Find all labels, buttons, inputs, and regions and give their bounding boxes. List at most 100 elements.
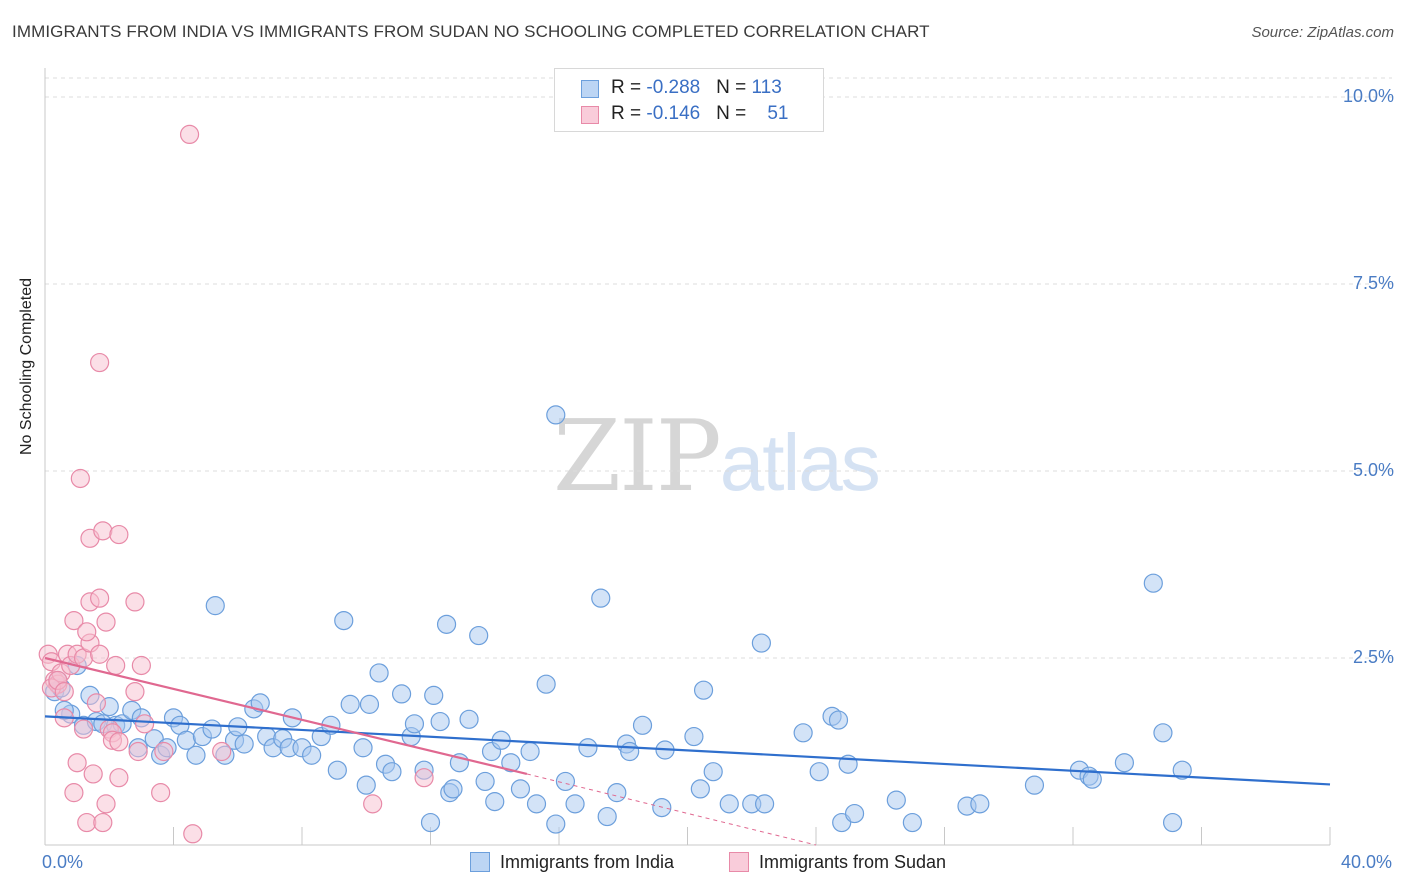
india-point-41	[340, 694, 360, 714]
india-point-45	[369, 663, 389, 683]
sudan-point-37	[125, 682, 145, 702]
india-point-110	[1172, 760, 1192, 780]
india-point-71	[546, 814, 566, 834]
india-point-74	[578, 738, 598, 758]
india-point-66	[510, 779, 531, 799]
sudan-point-35	[109, 768, 129, 788]
india-point-87	[719, 794, 739, 814]
india-point-61	[475, 771, 495, 792]
india-point-102	[1024, 775, 1045, 795]
sudan-point-33	[109, 732, 129, 752]
sudan-point-41	[151, 783, 171, 803]
sudan-point-25	[93, 812, 113, 833]
india-point-56	[436, 614, 457, 634]
india-point-43	[356, 775, 376, 795]
india-stats: R = -0.288 N = 113	[611, 77, 782, 99]
bottom-india-swatch	[470, 852, 490, 872]
india-point-69	[536, 674, 556, 694]
india-point-40	[334, 610, 354, 631]
india-point-73	[565, 794, 585, 814]
india-point-98	[886, 790, 906, 810]
sudan-trend-line	[44, 656, 528, 776]
sudan-point-40	[134, 714, 155, 734]
india-point-55	[420, 812, 441, 833]
bottom-legend-sudan: Immigrants from Sudan	[729, 852, 946, 873]
india-r-label: R =	[611, 77, 647, 98]
y-tick-label-0: 2.5%	[1352, 647, 1394, 667]
y-tick-label-1: 5.0%	[1352, 460, 1394, 480]
x-tick-label-1: 40.0%	[1340, 852, 1392, 872]
sudan-point-28	[96, 612, 116, 632]
india-point-105	[1082, 769, 1102, 789]
india-point-52	[424, 685, 444, 706]
india-point-65	[501, 753, 521, 773]
watermark-atlas: atlas	[719, 418, 881, 507]
sudan-point-13	[73, 719, 94, 739]
sudan-point-8	[64, 610, 84, 631]
india-point-53	[430, 711, 450, 732]
india-point-79	[620, 741, 640, 762]
y-tick-label-3: 10.0%	[1342, 86, 1394, 106]
india-r-value: -0.288	[646, 77, 701, 98]
sudan-point-20	[83, 764, 103, 784]
india-point-84	[690, 779, 710, 799]
watermark: ZIPatlas	[553, 400, 881, 514]
bottom-india-label: Immigrants from India	[500, 852, 675, 872]
sudan-point-42	[154, 741, 174, 762]
india-point-67	[520, 741, 540, 762]
india-point-97	[844, 803, 865, 824]
india-point-77	[607, 783, 627, 803]
india-point-91	[793, 723, 813, 743]
sudan-point-11	[67, 753, 87, 773]
sudan-n-label: N =	[716, 103, 752, 124]
source-label: Source: ZipAtlas.com	[1251, 24, 1394, 41]
india-point-99	[902, 812, 922, 833]
india-point-57	[443, 779, 463, 799]
india-point-23	[205, 596, 225, 616]
india-trend-line	[44, 715, 1331, 786]
india-point-27	[234, 734, 254, 754]
sudan-point-34	[109, 524, 129, 545]
sudan-point-23	[90, 352, 110, 373]
india-point-106	[1114, 753, 1135, 773]
india-point-107	[1143, 573, 1163, 593]
india-n-value: 113	[751, 77, 782, 98]
sudan-swatch	[581, 106, 599, 124]
india-point-72	[555, 771, 576, 792]
sudan-point-12	[70, 468, 90, 489]
india-n-label: N =	[716, 77, 752, 98]
y-axis-label: No Schooling Completed	[18, 278, 35, 455]
x-tick-label-0: 0.0%	[42, 852, 84, 872]
bottom-legend-india: Immigrants from India	[470, 852, 674, 873]
india-point-108	[1153, 723, 1173, 743]
india-point-63	[485, 792, 505, 812]
sudan-point-38	[128, 741, 148, 762]
india-point-50	[404, 714, 425, 734]
india-point-75	[591, 588, 611, 608]
india-point-80	[632, 715, 653, 735]
sudan-point-22	[90, 588, 110, 608]
sudan-point-32	[106, 655, 126, 676]
india-point-76	[597, 806, 617, 827]
sudan-stats: R = -0.146 N = 51	[611, 103, 788, 125]
sudan-point-24	[90, 644, 110, 664]
india-point-60	[469, 625, 489, 646]
bottom-sudan-label: Immigrants from Sudan	[759, 852, 947, 872]
india-point-109	[1162, 812, 1183, 833]
india-point-83	[684, 726, 704, 747]
india-swatch	[581, 80, 599, 98]
sudan-r-label: R =	[611, 103, 647, 124]
india-point-48	[391, 684, 412, 704]
india-point-22	[202, 719, 222, 739]
india-point-59	[459, 709, 479, 729]
sudan-trend-extension	[526, 773, 817, 846]
india-point-90	[754, 794, 775, 814]
bottom-sudan-swatch	[729, 852, 749, 872]
sudan-point-43	[179, 124, 200, 144]
india-point-29	[250, 693, 270, 713]
india-point-85	[693, 680, 714, 700]
india-point-101	[970, 794, 990, 814]
correlation-legend: R = -0.288 N = 113 R = -0.146 N = 51	[554, 68, 824, 132]
sudan-point-36	[125, 592, 145, 612]
